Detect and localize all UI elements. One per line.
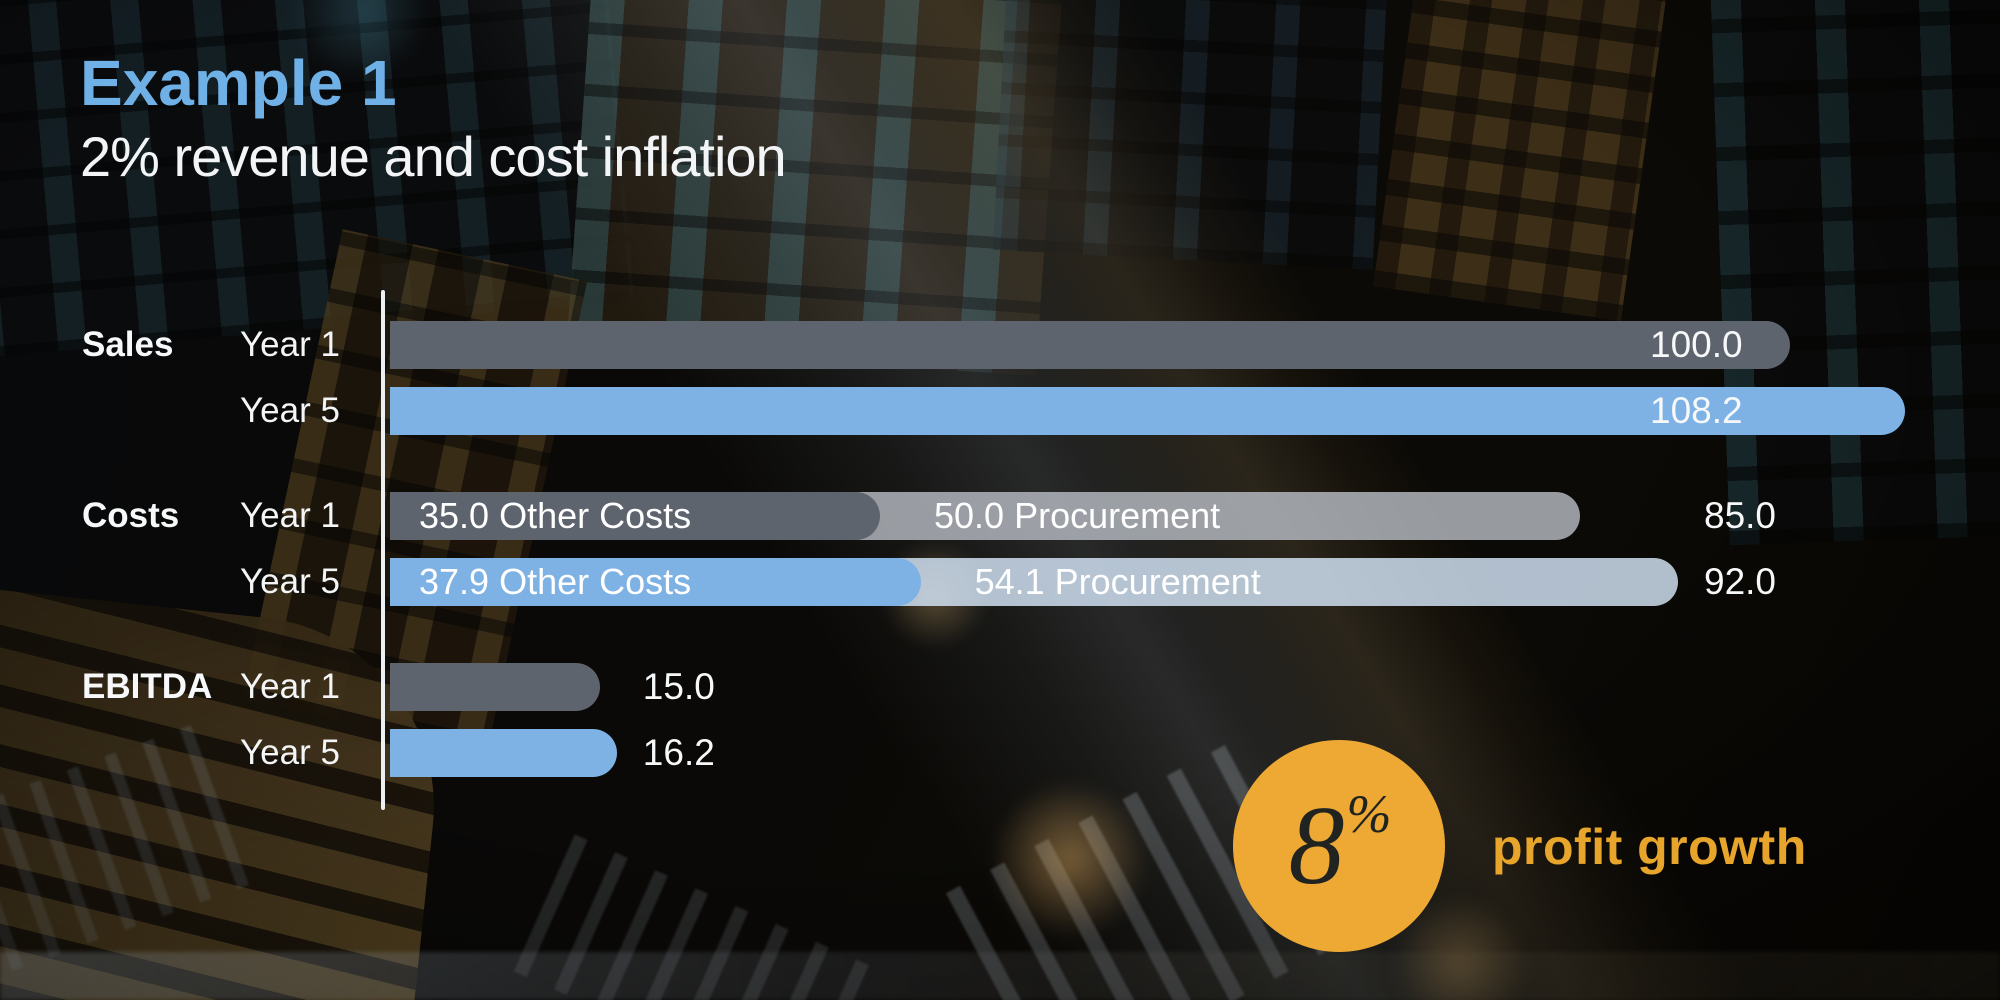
value-label: 85.0 [1704,495,1777,536]
chart-row: EBITDA Year 1 15.0 [0,663,2000,711]
value-label: 100.0 [1650,324,1743,365]
value-label: 16.2 [642,732,715,773]
chart-row: Year 5 16.2 [0,729,2000,777]
year-label: Year 1 [240,496,340,535]
value-label: 92.0 [1704,561,1777,602]
year-label: Year 5 [240,391,340,430]
segment-label: 35.0 Other Costs [419,495,692,536]
bar [390,729,617,777]
chart-row: Year 5 108.2 [0,387,2000,435]
chart-row: Year 5 37.9 Other Costs 54.1 Procurement 92… [0,558,2000,606]
segment-label: 54.1 Procurement [974,561,1261,602]
category-label: Sales [82,325,174,364]
bar: 37.9 Other Costs 54.1 Procurement [390,558,1678,606]
bar: 35.0 Other Costs 50.0 Procurement [390,492,1580,540]
chart-row: Costs Year 1 35.0 Other Costs 50.0 Procurem… [0,492,2000,540]
year-label: Year 5 [240,562,340,601]
profit-growth-badge-circle: 8 % [1233,740,1445,952]
profit-growth-label: profit growth [1492,819,1807,875]
year-label: Year 1 [240,325,340,364]
value-label: 15.0 [642,666,715,707]
value-label: 108.2 [1650,390,1743,431]
percent-sign: % [1346,784,1392,844]
segment-label: 37.9 Other Costs [419,561,692,602]
category-label: Costs [82,496,180,535]
year-label: Year 5 [240,733,340,772]
category-label: EBITDA [82,667,213,706]
profit-growth-value: 8 [1288,784,1345,908]
bar [390,663,600,711]
segment-label: 50.0 Procurement [934,495,1221,536]
chart-axis-line [381,290,385,810]
bar [390,321,1790,369]
chart-row: Sales Year 1 100.0 [0,321,2000,369]
year-label: Year 1 [240,667,340,706]
